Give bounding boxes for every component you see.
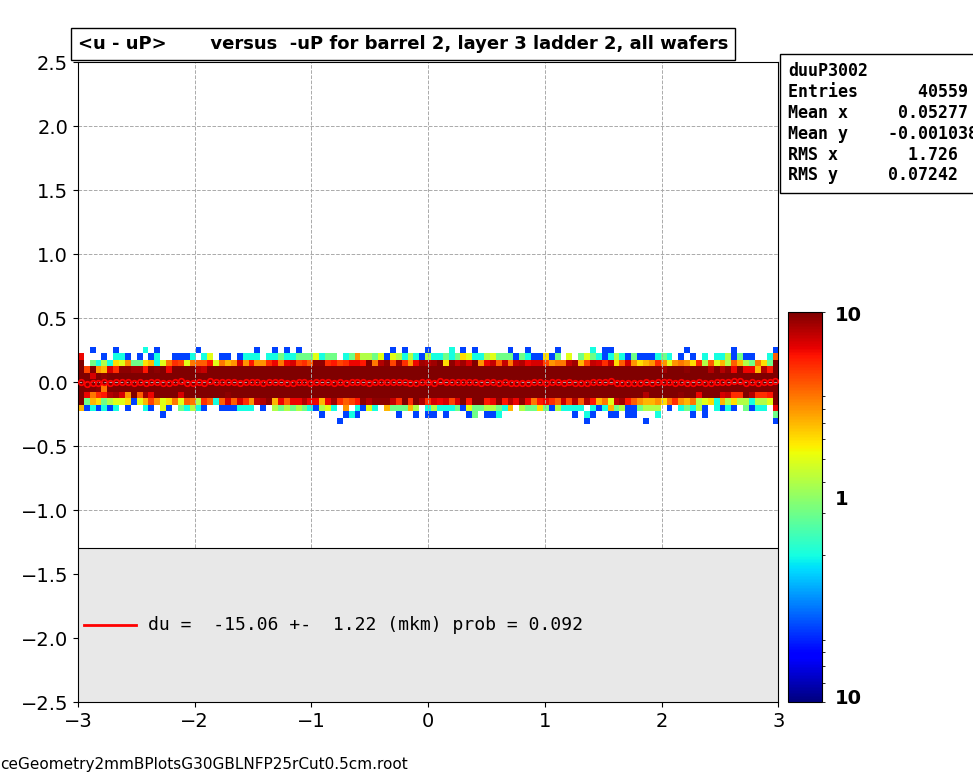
Bar (78, 548, 778, 702)
Text: 1: 1 (835, 490, 848, 509)
Text: ceGeometry2mmBPlotsG30GBLNFP25rCut0.5cm.root: ceGeometry2mmBPlotsG30GBLNFP25rCut0.5cm.… (0, 757, 408, 772)
Text: du =  -15.06 +-  1.22 (mkm) prob = 0.092: du = -15.06 +- 1.22 (mkm) prob = 0.092 (148, 616, 583, 634)
Text: duuP3002
Entries      40559
Mean x     0.05277
Mean y    -0.001038
RMS x       1: duuP3002 Entries 40559 Mean x 0.05277 Me… (788, 62, 973, 184)
Text: <u - uP>       versus  -uP for barrel 2, layer 3 ladder 2, all wafers: <u - uP> versus -uP for barrel 2, layer … (78, 35, 728, 53)
Text: 10: 10 (835, 307, 862, 325)
Text: 10: 10 (835, 689, 862, 707)
